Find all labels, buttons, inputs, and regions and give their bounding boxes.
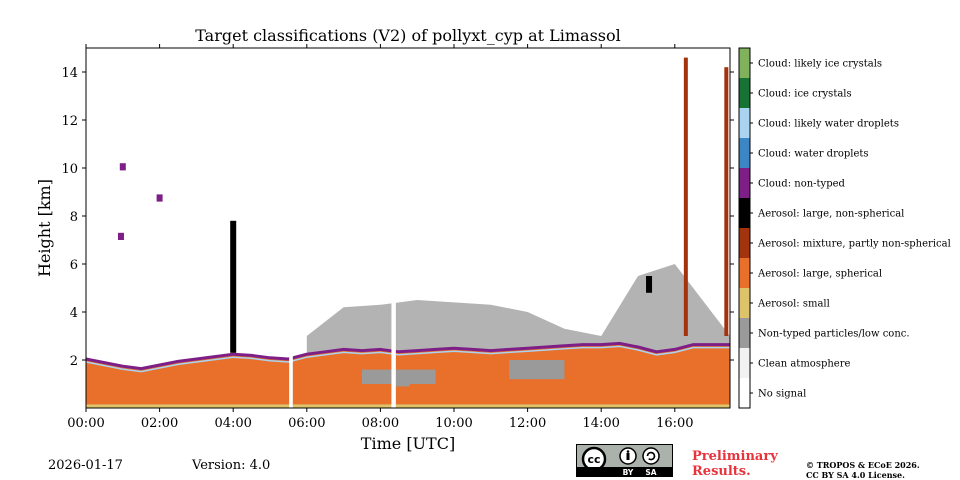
- chart-title: Target classifications (V2) of pollyxt_c…: [195, 26, 621, 45]
- version-label: Version: 4.0: [192, 458, 271, 473]
- cc-license-badge: cc BY SA: [576, 444, 673, 477]
- y-tick-label-2: 6: [70, 258, 78, 273]
- x-axis-label: Time [UTC]: [361, 434, 455, 453]
- copyright-note: © TROPOS & ECoE 2026. CC BY SA 4.0 Licen…: [806, 460, 920, 480]
- feature-1: [646, 276, 653, 293]
- colorbar-label-4: Aerosol: large, spherical: [757, 269, 882, 280]
- y-tick-label-4: 10: [61, 162, 78, 177]
- x-tick-label-2: 04:00: [214, 416, 251, 431]
- colorbar-label-7: Cloud: non-typed: [758, 179, 846, 190]
- colorbar-swatch-1: [739, 348, 750, 378]
- y-tick-label-5: 12: [61, 114, 78, 129]
- colorbar-swatch-8: [739, 138, 750, 168]
- preliminary-line-2: Results.: [692, 464, 751, 479]
- feature-0: [230, 220, 237, 353]
- date-label: 2026-01-17: [48, 458, 123, 473]
- colorbar-label-10: Cloud: ice crystals: [758, 89, 852, 100]
- x-tick-label-1: 02:00: [141, 416, 178, 431]
- colorbar-swatch-9: [739, 108, 750, 138]
- colorbar-swatch-3: [739, 288, 750, 318]
- feature-5: [683, 57, 688, 336]
- colorbar-swatch-5: [739, 228, 750, 258]
- non-typed-patch-1: [509, 360, 565, 380]
- colorbar-label-3: Aerosol: small: [757, 299, 830, 310]
- colorbar-swatch-7: [739, 168, 750, 198]
- y-axis-label: Height [km]: [35, 179, 54, 277]
- colorbar-legend: No signal Clean atmosphere Non-typed parti…: [738, 47, 951, 409]
- colorbar-label-9: Cloud: likely water droplets: [758, 119, 899, 130]
- cc-icon: cc: [587, 453, 600, 466]
- cloud-water-edge: [85, 345, 730, 373]
- x-tick-label-7: 14:00: [582, 416, 619, 431]
- badge-sa-label: SA: [645, 468, 656, 476]
- x-tick-label-3: 06:00: [288, 416, 325, 431]
- badge-by-label: BY: [623, 468, 634, 476]
- preliminary-line-1: Preliminary: [692, 449, 778, 464]
- x-tick-label-4: 08:00: [362, 416, 399, 431]
- copyright-line-1: © TROPOS & ECoE 2026.: [806, 460, 920, 470]
- colorbar-label-1: Clean atmosphere: [758, 359, 851, 370]
- colorbar-swatch-4: [739, 258, 750, 288]
- x-tick-label-0: 00:00: [67, 416, 104, 431]
- copyright-line-2: CC BY SA 4.0 License.: [806, 470, 905, 480]
- colorbar-frame: [738, 47, 751, 409]
- plot-area: [85, 48, 730, 408]
- colorbar-swatch-10: [739, 78, 750, 108]
- no-signal-gap-0: [289, 48, 293, 408]
- colorbar-label-0: No signal: [758, 389, 806, 400]
- preliminary-results-note: Preliminary Results.: [692, 449, 778, 479]
- cloud-non-typed-edge: [85, 341, 730, 371]
- x-tick-label-5: 10:00: [435, 416, 472, 431]
- colorbar-label-2: Non-typed particles/low conc.: [758, 329, 910, 340]
- colorbar-label-6: Aerosol: large, non-spherical: [757, 209, 904, 220]
- y-tick-label-0: 2: [70, 354, 78, 369]
- feature-3: [117, 232, 124, 240]
- feature-2: [119, 163, 126, 171]
- y-tick-label-1: 4: [70, 306, 78, 321]
- y-axis: 2 4 6 8 10 12 14: [61, 66, 734, 369]
- y-tick-label-3: 8: [70, 210, 78, 225]
- colorbar-label-8: Cloud: water droplets: [758, 149, 869, 160]
- x-axis: 00:00 02:00 04:00 06:00 08:00 10:00 12:00 14:00…: [67, 44, 694, 431]
- feature-4: [156, 194, 163, 202]
- colorbar-label-11: Cloud: likely ice crystals: [758, 59, 882, 70]
- colorbar-swatch-0: [739, 378, 750, 408]
- x-tick-label-8: 16:00: [656, 416, 693, 431]
- aerosol-small-ground-strip: [86, 404, 730, 408]
- no-signal-gap-1: [391, 48, 396, 408]
- colorbar-label-5: Aerosol: mixture, partly non-spherical: [757, 239, 951, 250]
- x-tick-label-6: 12:00: [509, 416, 546, 431]
- colorbar-swatch-11: [739, 48, 750, 78]
- plot-frame: [85, 47, 731, 409]
- colorbar-swatch-2: [739, 318, 750, 348]
- non-typed-patch-2: [395, 374, 410, 387]
- share-alike-icon: [642, 447, 660, 465]
- y-tick-label-6: 14: [61, 66, 78, 81]
- colorbar-swatch-6: [739, 198, 750, 228]
- feature-6: [724, 67, 729, 336]
